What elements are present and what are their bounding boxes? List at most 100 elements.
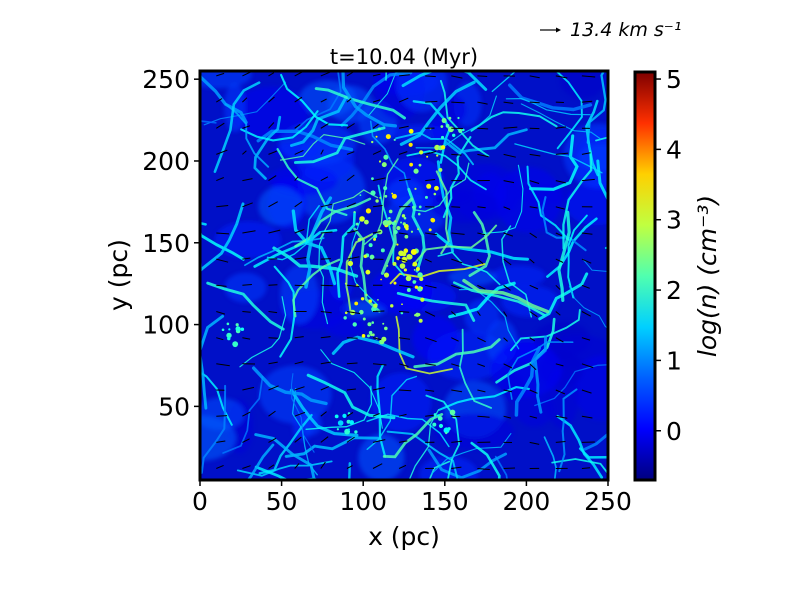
y-tick-label: 250 xyxy=(142,65,190,94)
density-blob xyxy=(325,315,365,338)
density-filament xyxy=(481,164,524,235)
velocity-arrow xyxy=(477,415,490,418)
density-filament xyxy=(399,80,476,146)
colorbar-frame xyxy=(633,70,657,482)
velocity-arrow xyxy=(503,467,516,469)
density-filament xyxy=(203,81,287,126)
density-heatmap xyxy=(200,71,608,480)
velocity-arrow xyxy=(425,232,438,236)
density-filament xyxy=(280,73,349,127)
dense-clump xyxy=(379,196,382,199)
velocity-arrow xyxy=(346,284,360,288)
dense-feature xyxy=(458,128,463,133)
density-filament xyxy=(583,432,608,451)
dense-clump xyxy=(386,264,389,267)
velocity-arrow xyxy=(503,363,513,369)
velocity-arrow xyxy=(503,153,516,158)
density-filament xyxy=(239,296,287,368)
dense-clump xyxy=(371,177,374,181)
dense-clump xyxy=(400,221,403,224)
dense-feature xyxy=(381,336,387,342)
velocity-arrow xyxy=(476,311,481,316)
density-filament xyxy=(266,205,320,261)
density-filament xyxy=(412,162,470,213)
velocity-arrow xyxy=(294,201,303,208)
velocity-arrows xyxy=(216,71,596,470)
density-filament xyxy=(546,217,598,278)
velocity-arrow xyxy=(320,123,329,129)
velocity-arrow xyxy=(320,311,332,314)
density-filament xyxy=(341,71,397,128)
velocity-arrow xyxy=(581,75,596,78)
velocity-arrow xyxy=(268,150,277,155)
velocity-arrow xyxy=(346,123,355,129)
y-tick-label: 150 xyxy=(142,229,190,258)
dense-clump xyxy=(369,254,375,260)
density-filament xyxy=(538,272,589,321)
dense-clump xyxy=(361,334,366,338)
dense-feature xyxy=(403,216,407,220)
dense-clump xyxy=(415,312,420,317)
dense-clump xyxy=(440,145,446,150)
dense-clump xyxy=(418,163,422,167)
velocity-arrow xyxy=(398,125,409,129)
density-filament xyxy=(428,460,451,480)
velocity-arrow xyxy=(424,311,436,317)
velocity-arrow xyxy=(529,284,539,290)
density-filament xyxy=(224,103,270,168)
dense-clump xyxy=(365,269,371,275)
velocity-arrow xyxy=(503,232,514,237)
dense-feature xyxy=(371,333,375,337)
velocity-arrow xyxy=(450,311,457,316)
quiver-key-arrowhead xyxy=(556,27,561,33)
velocity-arrow xyxy=(216,205,229,208)
y-tick-label: 50 xyxy=(158,392,190,421)
dense-clump xyxy=(383,186,388,191)
velocity-arrow xyxy=(477,284,486,290)
velocity-arrow xyxy=(294,463,300,469)
velocity-arrow xyxy=(477,101,488,105)
velocity-arrow xyxy=(268,229,281,234)
velocity-arrow xyxy=(398,97,409,103)
dense-clump xyxy=(359,194,362,197)
dense-clump xyxy=(375,135,378,138)
velocity-arrow xyxy=(555,311,561,316)
dense-feature xyxy=(235,326,241,332)
dense-feature xyxy=(342,413,347,418)
density-filament xyxy=(556,414,604,479)
dense-clump xyxy=(430,218,436,223)
velocity-arrow xyxy=(294,228,305,234)
density-blob xyxy=(258,186,303,226)
dense-clump xyxy=(405,275,412,282)
dense-clump xyxy=(368,299,373,303)
velocity-arrow xyxy=(268,437,277,443)
velocity-arrow xyxy=(503,206,511,210)
velocity-arrow xyxy=(477,153,489,158)
velocity-arrow xyxy=(294,386,305,391)
colorbar-tick-label: 5 xyxy=(666,65,682,94)
velocity-arrow xyxy=(346,174,355,181)
density-blob xyxy=(419,456,479,480)
dense-clump xyxy=(353,211,356,214)
dense-clump xyxy=(380,248,385,253)
density-filament xyxy=(401,71,488,91)
density-filament xyxy=(389,263,486,285)
velocity-arrow xyxy=(503,101,514,104)
dense-clump xyxy=(392,261,397,266)
dense-feature xyxy=(354,430,358,434)
velocity-arrow xyxy=(529,337,535,342)
velocity-arrow xyxy=(294,123,301,129)
dense-feature xyxy=(410,248,417,255)
dense-clump xyxy=(401,303,403,306)
density-blob xyxy=(370,266,433,315)
dense-clump xyxy=(414,187,417,190)
velocity-arrow xyxy=(555,126,566,129)
dense-clump xyxy=(365,293,368,297)
velocity-arrow xyxy=(555,75,568,79)
density-filament xyxy=(448,281,516,319)
velocity-arrow xyxy=(372,337,382,341)
dense-clump xyxy=(418,205,422,209)
velocity-arrow xyxy=(477,206,486,209)
dense-clump xyxy=(344,282,348,285)
dense-clump xyxy=(388,209,393,214)
